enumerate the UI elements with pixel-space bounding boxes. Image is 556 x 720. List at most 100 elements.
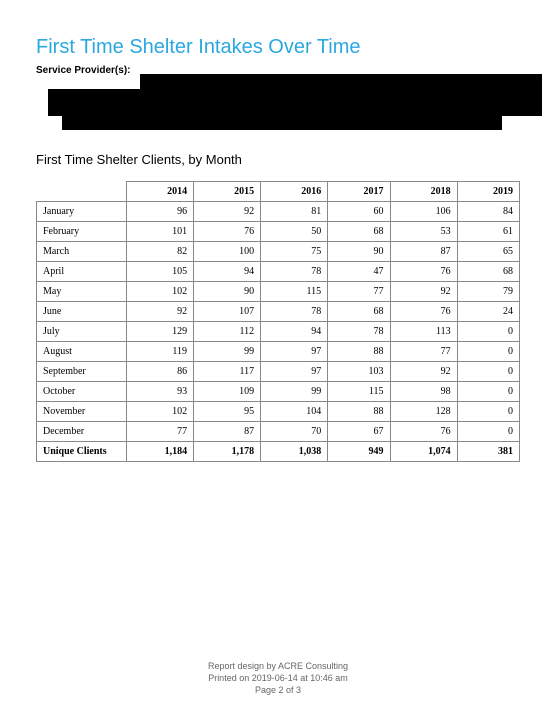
table-cell: 101 <box>127 222 194 242</box>
table-cell: 75 <box>261 242 328 262</box>
table-cell: 87 <box>390 242 457 262</box>
redacted-block <box>62 116 502 130</box>
table-cell: 0 <box>457 382 519 402</box>
redacted-region <box>36 74 520 132</box>
section-title: First Time Shelter Clients, by Month <box>36 152 520 167</box>
total-cell: 1,178 <box>194 442 261 462</box>
table-cell: 76 <box>390 422 457 442</box>
redacted-block <box>48 89 542 116</box>
table-cell: 78 <box>261 302 328 322</box>
table-cell: 68 <box>328 302 390 322</box>
table-cell: 115 <box>328 382 390 402</box>
table-cell: 109 <box>194 382 261 402</box>
table-cell: 93 <box>127 382 194 402</box>
table-cell: 90 <box>194 282 261 302</box>
table-cell: 0 <box>457 342 519 362</box>
total-cell: 1,074 <box>390 442 457 462</box>
table-cell: 94 <box>261 322 328 342</box>
page-title: First Time Shelter Intakes Over Time <box>36 36 520 59</box>
table-cell: 92 <box>127 302 194 322</box>
total-cell: 949 <box>328 442 390 462</box>
table-cell: 78 <box>261 262 328 282</box>
table-cell: 77 <box>390 342 457 362</box>
table-cell: 112 <box>194 322 261 342</box>
total-label: Unique Clients <box>37 442 127 462</box>
table-cell: 128 <box>390 402 457 422</box>
table-cell: 92 <box>390 282 457 302</box>
total-cell: 381 <box>457 442 519 462</box>
row-label: June <box>37 302 127 322</box>
table-cell: 84 <box>457 202 519 222</box>
table-cell: 68 <box>328 222 390 242</box>
table-cell: 67 <box>328 422 390 442</box>
table-cell: 61 <box>457 222 519 242</box>
table-cell: 119 <box>127 342 194 362</box>
table-cell: 95 <box>194 402 261 422</box>
table-cell: 129 <box>127 322 194 342</box>
table-cell: 92 <box>390 362 457 382</box>
table-cell: 60 <box>328 202 390 222</box>
column-header: 2019 <box>457 182 519 202</box>
table-cell: 107 <box>194 302 261 322</box>
table-cell: 76 <box>390 262 457 282</box>
footer-design: Report design by ACRE Consulting <box>0 660 556 672</box>
table-cell: 97 <box>261 362 328 382</box>
table-cell: 87 <box>194 422 261 442</box>
table-cell: 0 <box>457 362 519 382</box>
row-label: November <box>37 402 127 422</box>
column-header: 2016 <box>261 182 328 202</box>
row-label: April <box>37 262 127 282</box>
table-cell: 99 <box>194 342 261 362</box>
table-cell: 88 <box>328 342 390 362</box>
table-cell: 103 <box>328 362 390 382</box>
table-cell: 24 <box>457 302 519 322</box>
table-cell: 76 <box>194 222 261 242</box>
column-header: 2017 <box>328 182 390 202</box>
table-cell: 117 <box>194 362 261 382</box>
row-label: August <box>37 342 127 362</box>
row-label: March <box>37 242 127 262</box>
footer-page: Page 2 of 3 <box>0 684 556 696</box>
table-cell: 94 <box>194 262 261 282</box>
table-cell: 100 <box>194 242 261 262</box>
table-cell: 77 <box>127 422 194 442</box>
table-cell: 0 <box>457 402 519 422</box>
table-cell: 70 <box>261 422 328 442</box>
table-cell: 79 <box>457 282 519 302</box>
table-cell: 96 <box>127 202 194 222</box>
table-cell: 102 <box>127 282 194 302</box>
column-header: 2014 <box>127 182 194 202</box>
page-footer: Report design by ACRE Consulting Printed… <box>0 660 556 696</box>
table-cell: 53 <box>390 222 457 242</box>
intake-table: 201420152016201720182019January969281601… <box>36 181 520 462</box>
row-label: May <box>37 282 127 302</box>
table-cell: 86 <box>127 362 194 382</box>
table-cell: 99 <box>261 382 328 402</box>
table-cell: 104 <box>261 402 328 422</box>
table-cell: 50 <box>261 222 328 242</box>
table-cell: 0 <box>457 322 519 342</box>
column-header: 2018 <box>390 182 457 202</box>
table-cell: 102 <box>127 402 194 422</box>
table-cell: 77 <box>328 282 390 302</box>
table-cell: 98 <box>390 382 457 402</box>
table-cell: 97 <box>261 342 328 362</box>
row-label: February <box>37 222 127 242</box>
table-cell: 47 <box>328 262 390 282</box>
table-cell: 81 <box>261 202 328 222</box>
table-cell: 0 <box>457 422 519 442</box>
row-label: October <box>37 382 127 402</box>
total-cell: 1,038 <box>261 442 328 462</box>
table-cell: 113 <box>390 322 457 342</box>
footer-printed: Printed on 2019-06-14 at 10:46 am <box>0 672 556 684</box>
table-corner <box>37 182 127 202</box>
table-cell: 92 <box>194 202 261 222</box>
column-header: 2015 <box>194 182 261 202</box>
row-label: December <box>37 422 127 442</box>
redacted-block <box>140 74 542 89</box>
table-cell: 106 <box>390 202 457 222</box>
table-cell: 78 <box>328 322 390 342</box>
table-cell: 76 <box>390 302 457 322</box>
row-label: September <box>37 362 127 382</box>
table-cell: 88 <box>328 402 390 422</box>
